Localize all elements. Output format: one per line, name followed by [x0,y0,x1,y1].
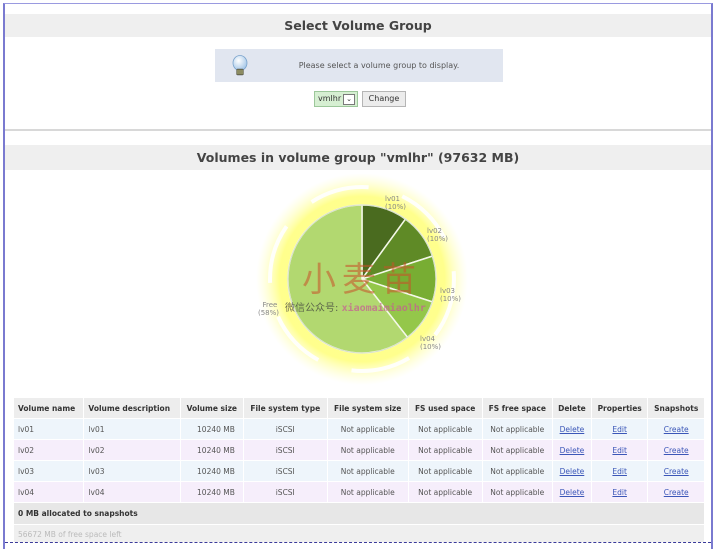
col-fs-used: FS used space [408,398,482,418]
snapshot-summary-row: 0 MB allocated to snapshots [14,503,704,524]
pie-label-lv02: lv02 (10%) [427,227,449,243]
cell-snapshots: Create [648,461,704,481]
cell-name: lv03 [14,461,84,481]
volume-group-select-value: vmlhr [318,94,342,103]
section-divider [5,129,711,131]
pie-label-lv03: lv03 (10%) [440,287,462,303]
watermark-title: 小麦苗 [302,260,422,300]
snapshot-summary: 0 MB allocated to snapshots [14,503,704,524]
volumes-section-title: Volumes in volume group "vmlhr" (97632 M… [5,145,711,170]
col-delete: Delete [553,398,591,418]
cell-fs-size: Not applicable [327,482,408,502]
cell-fs-size: Not applicable [327,461,408,481]
table-header-row: Volume name Volume description Volume si… [14,398,704,418]
cell-fs-type: iSCSI [243,461,327,481]
select-volume-group-title: Select Volume Group [5,14,711,37]
cell-name: lv02 [14,440,84,460]
cell-size: 10240 MB [180,461,243,481]
delete-link[interactable]: Delete [559,424,585,434]
table-row: lv03 lv03 10240 MB iSCSI Not applicable … [14,461,704,481]
table-row: lv04 lv04 10240 MB iSCSI Not applicable … [14,482,704,502]
table-row: lv01 lv01 10240 MB iSCSI Not applicable … [14,419,704,439]
edit-link[interactable]: Edit [612,445,627,455]
cell-fs-free: Not applicable [482,440,552,460]
hint-box: Please select a volume group to display. [215,49,503,82]
col-snapshots: Snapshots [648,398,704,418]
cell-properties: Edit [591,440,648,460]
cell-description: lv02 [84,440,180,460]
volume-group-select[interactable]: vmlhr ⌄ [314,91,358,107]
edit-link[interactable]: Edit [612,424,627,434]
col-fs-free: FS free space [482,398,552,418]
cell-delete: Delete [553,440,591,460]
edit-link[interactable]: Edit [612,466,627,476]
cell-size: 10240 MB [180,419,243,439]
cell-fs-used: Not applicable [408,419,482,439]
cell-delete: Delete [553,419,591,439]
watermark-subtitle-cn: 微信公众号: [285,303,339,314]
cell-fs-free: Not applicable [482,461,552,481]
cell-description: lv01 [84,419,180,439]
cell-properties: Edit [591,461,648,481]
col-properties: Properties [591,398,648,418]
cell-fs-used: Not applicable [408,482,482,502]
cell-description: lv03 [84,461,180,481]
change-button[interactable]: Change [362,91,406,107]
free-space-row: 56672 MB of free space left [14,525,704,543]
cell-fs-type: iSCSI [243,482,327,502]
cell-fs-size: Not applicable [327,440,408,460]
col-volume-name: Volume name [14,398,84,418]
cell-fs-used: Not applicable [408,461,482,481]
pie-label-free: Free (58%) [258,301,280,317]
cell-description: lv04 [84,482,180,502]
col-fs-type: File system type [243,398,327,418]
cell-fs-used: Not applicable [408,440,482,460]
create-snapshot-link[interactable]: Create [663,445,689,455]
delete-link[interactable]: Delete [559,487,585,497]
lightbulb-icon [232,55,248,76]
chevron-down-icon[interactable]: ⌄ [343,94,355,105]
cell-fs-type: iSCSI [243,419,327,439]
free-space-summary: 56672 MB of free space left [14,525,704,543]
col-volume-description: Volume description [84,398,180,418]
torn-edge [5,542,711,549]
delete-link[interactable]: Delete [559,466,585,476]
delete-link[interactable]: Delete [559,445,585,455]
create-snapshot-link[interactable]: Create [663,466,689,476]
edit-link[interactable]: Edit [612,487,627,497]
cell-size: 10240 MB [180,482,243,502]
col-volume-size: Volume size [180,398,243,418]
cell-properties: Edit [591,482,648,502]
create-snapshot-link[interactable]: Create [663,487,689,497]
watermark-subtitle: 微信公众号: xiaomaimiaolhr [285,299,426,314]
pie-label-lv01: lv01 (10%) [385,195,407,211]
page-frame: Select Volume Group Please select a volu… [3,3,713,549]
cell-snapshots: Create [648,419,704,439]
cell-snapshots: Create [648,440,704,460]
cell-name: lv04 [14,482,84,502]
pie-label-lv04: lv04 (10%) [420,335,442,351]
watermark-subtitle-en: xiaomaimiaolhr [341,303,426,314]
cell-fs-type: iSCSI [243,440,327,460]
volume-pie-chart [256,174,468,385]
cell-properties: Edit [591,419,648,439]
cell-delete: Delete [553,482,591,502]
cell-name: lv01 [14,419,84,439]
cell-size: 10240 MB [180,440,243,460]
volumes-table: Volume name Volume description Volume si… [13,397,705,544]
cell-delete: Delete [553,461,591,481]
table-row: lv02 lv02 10240 MB iSCSI Not applicable … [14,440,704,460]
create-snapshot-link[interactable]: Create [663,424,689,434]
cell-fs-size: Not applicable [327,419,408,439]
col-fs-size: File system size [327,398,408,418]
cell-fs-free: Not applicable [482,419,552,439]
cell-snapshots: Create [648,482,704,502]
hint-text: Please select a volume group to display. [298,61,460,70]
cell-fs-free: Not applicable [482,482,552,502]
